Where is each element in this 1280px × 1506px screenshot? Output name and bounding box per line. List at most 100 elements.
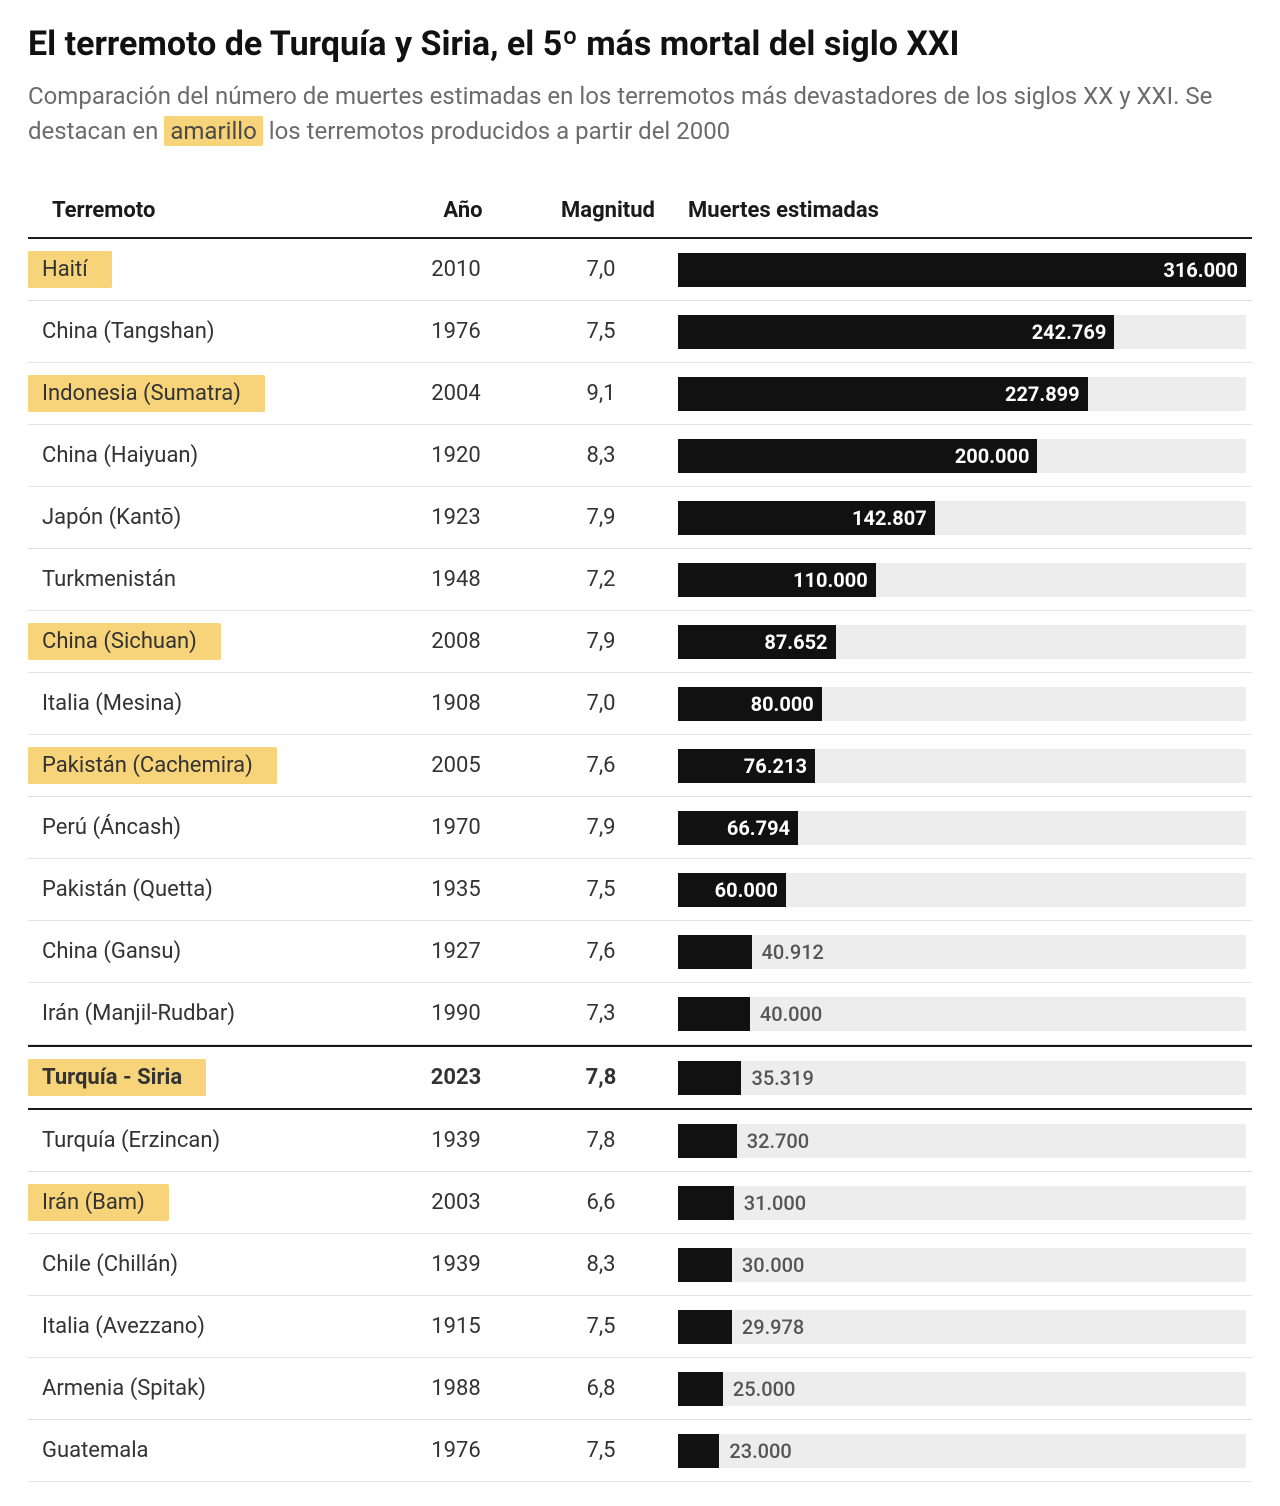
earthquake-name: China (Gansu) — [42, 933, 191, 970]
bar-label: 87.652 — [764, 630, 827, 654]
cell-bar: 31.000 — [678, 1172, 1252, 1233]
earthquake-table: Terremoto Año Magnitud Muertes estimadas… — [28, 184, 1252, 1482]
cell-year: 1948 — [388, 549, 518, 610]
bar-label: 40.912 — [762, 940, 824, 964]
table-row: Pakistán (Cachemira)20057,676.213 — [28, 735, 1252, 797]
bar-track: 35.319 — [678, 1061, 1246, 1095]
bar-label: 80.000 — [751, 692, 814, 716]
bar-track: 60.000 — [678, 873, 1246, 907]
cell-magnitude: 7,5 — [518, 859, 678, 920]
bar-track: 40.000 — [678, 997, 1246, 1031]
cell-magnitude: 9,1 — [518, 363, 678, 424]
earthquake-name: Turkmenistán — [42, 561, 186, 598]
cell-magnitude: 7,8 — [518, 1047, 678, 1108]
cell-year: 1923 — [388, 487, 518, 548]
bar-fill — [678, 1434, 719, 1468]
earthquake-name: Chile (Chillán) — [42, 1246, 188, 1283]
earthquake-name: Turquía (Erzincan) — [42, 1122, 230, 1159]
bar-track: 31.000 — [678, 1186, 1246, 1220]
cell-year: 1939 — [388, 1234, 518, 1295]
cell-name: Indonesia (Sumatra) — [28, 363, 388, 424]
cell-name: China (Tangshan) — [28, 301, 388, 362]
table-row: Guatemala19767,523.000 — [28, 1420, 1252, 1482]
cell-bar: 80.000 — [678, 673, 1252, 734]
table-row: Indonesia (Sumatra)20049,1227.899 — [28, 363, 1252, 425]
cell-bar: 242.769 — [678, 301, 1252, 362]
bar-fill: 66.794 — [678, 811, 798, 845]
table-body: Haití20107,0316.000China (Tangshan)19767… — [28, 239, 1252, 1482]
chart-title: El terremoto de Turquía y Siria, el 5º m… — [28, 24, 1252, 65]
earthquake-name: Turquía - Siria — [28, 1059, 206, 1096]
cell-name: China (Sichuan) — [28, 611, 388, 672]
table-row: Irán (Manjil-Rudbar)19907,340.000 — [28, 983, 1252, 1045]
cell-year: 1935 — [388, 859, 518, 920]
cell-year: 1970 — [388, 797, 518, 858]
cell-bar: 35.319 — [678, 1047, 1252, 1108]
cell-bar: 32.700 — [678, 1110, 1252, 1171]
cell-magnitude: 7,5 — [518, 1296, 678, 1357]
table-row: Pakistán (Quetta) 19357,5 60.000 — [28, 859, 1252, 921]
cell-year: 1908 — [388, 673, 518, 734]
earthquake-name: Armenia (Spitak) — [42, 1370, 216, 1407]
bar-track: 40.912 — [678, 935, 1246, 969]
bar-fill — [678, 1248, 732, 1282]
cell-name: Italia (Mesina) — [28, 673, 388, 734]
cell-bar: 40.912 — [678, 921, 1252, 982]
chart-subtitle: Comparación del número de muertes estima… — [28, 79, 1252, 149]
cell-year: 2008 — [388, 611, 518, 672]
bar-fill: 76.213 — [678, 749, 815, 783]
bar-track: 29.978 — [678, 1310, 1246, 1344]
cell-bar: 66.794 — [678, 797, 1252, 858]
earthquake-name: Pakistán (Cachemira) — [28, 747, 277, 784]
table-row: Turquía - Siria 20237,835.319 — [28, 1045, 1252, 1110]
table-row: Haití20107,0316.000 — [28, 239, 1252, 301]
bar-fill: 87.652 — [678, 625, 836, 659]
cell-year: 1990 — [388, 983, 518, 1044]
earthquake-name: China (Tangshan) — [42, 313, 225, 350]
bar-track: 66.794 — [678, 811, 1246, 845]
earthquake-name: Perú (Áncash) — [42, 809, 191, 846]
bar-label: 23.000 — [729, 1439, 791, 1463]
cell-magnitude: 6,8 — [518, 1358, 678, 1419]
earthquake-name: Pakistán (Quetta) — [42, 871, 223, 908]
bar-label: 32.700 — [747, 1129, 809, 1153]
cell-bar: 30.000 — [678, 1234, 1252, 1295]
table-header: Terremoto Año Magnitud Muertes estimadas — [28, 184, 1252, 239]
table-row: Italia (Mesina)19087,080.000 — [28, 673, 1252, 735]
bar-fill: 227.899 — [678, 377, 1088, 411]
earthquake-name: China (Haiyuan) — [42, 437, 208, 474]
cell-name: Italia (Avezzano) — [28, 1296, 388, 1357]
cell-year: 2023 — [388, 1047, 518, 1108]
earthquake-name: Italia (Mesina) — [42, 685, 192, 722]
cell-year: 1920 — [388, 425, 518, 486]
cell-magnitude: 7,8 — [518, 1110, 678, 1171]
col-header-magnitude: Magnitud — [528, 198, 688, 223]
bar-label: 66.794 — [727, 816, 790, 840]
bar-track: 32.700 — [678, 1124, 1246, 1158]
col-header-year: Año — [398, 198, 528, 223]
cell-bar: 25.000 — [678, 1358, 1252, 1419]
earthquake-name: China (Sichuan) — [28, 623, 221, 660]
bar-fill: 60.000 — [678, 873, 786, 907]
cell-year: 1915 — [388, 1296, 518, 1357]
bar-fill — [678, 1124, 737, 1158]
cell-magnitude: 7,9 — [518, 487, 678, 548]
cell-year: 1939 — [388, 1110, 518, 1171]
cell-magnitude: 7,5 — [518, 1420, 678, 1481]
cell-year: 2010 — [388, 239, 518, 300]
bar-fill — [678, 997, 750, 1031]
cell-bar: 23.000 — [678, 1420, 1252, 1481]
cell-name: Chile (Chillán) — [28, 1234, 388, 1295]
table-row: Turquía (Erzincan) 19397,8 32.700 — [28, 1110, 1252, 1172]
cell-bar: 29.978 — [678, 1296, 1252, 1357]
bar-label: 142.807 — [852, 506, 927, 530]
cell-name: China (Gansu) — [28, 921, 388, 982]
table-row: Irán (Bam)20036,631.000 — [28, 1172, 1252, 1234]
bar-track: 30.000 — [678, 1248, 1246, 1282]
subtitle-highlight: amarillo — [164, 116, 262, 146]
bar-label: 60.000 — [715, 878, 778, 902]
bar-fill: 142.807 — [678, 501, 935, 535]
bar-track: 142.807 — [678, 501, 1246, 535]
earthquake-name: Haití — [28, 251, 112, 288]
cell-bar: 142.807 — [678, 487, 1252, 548]
